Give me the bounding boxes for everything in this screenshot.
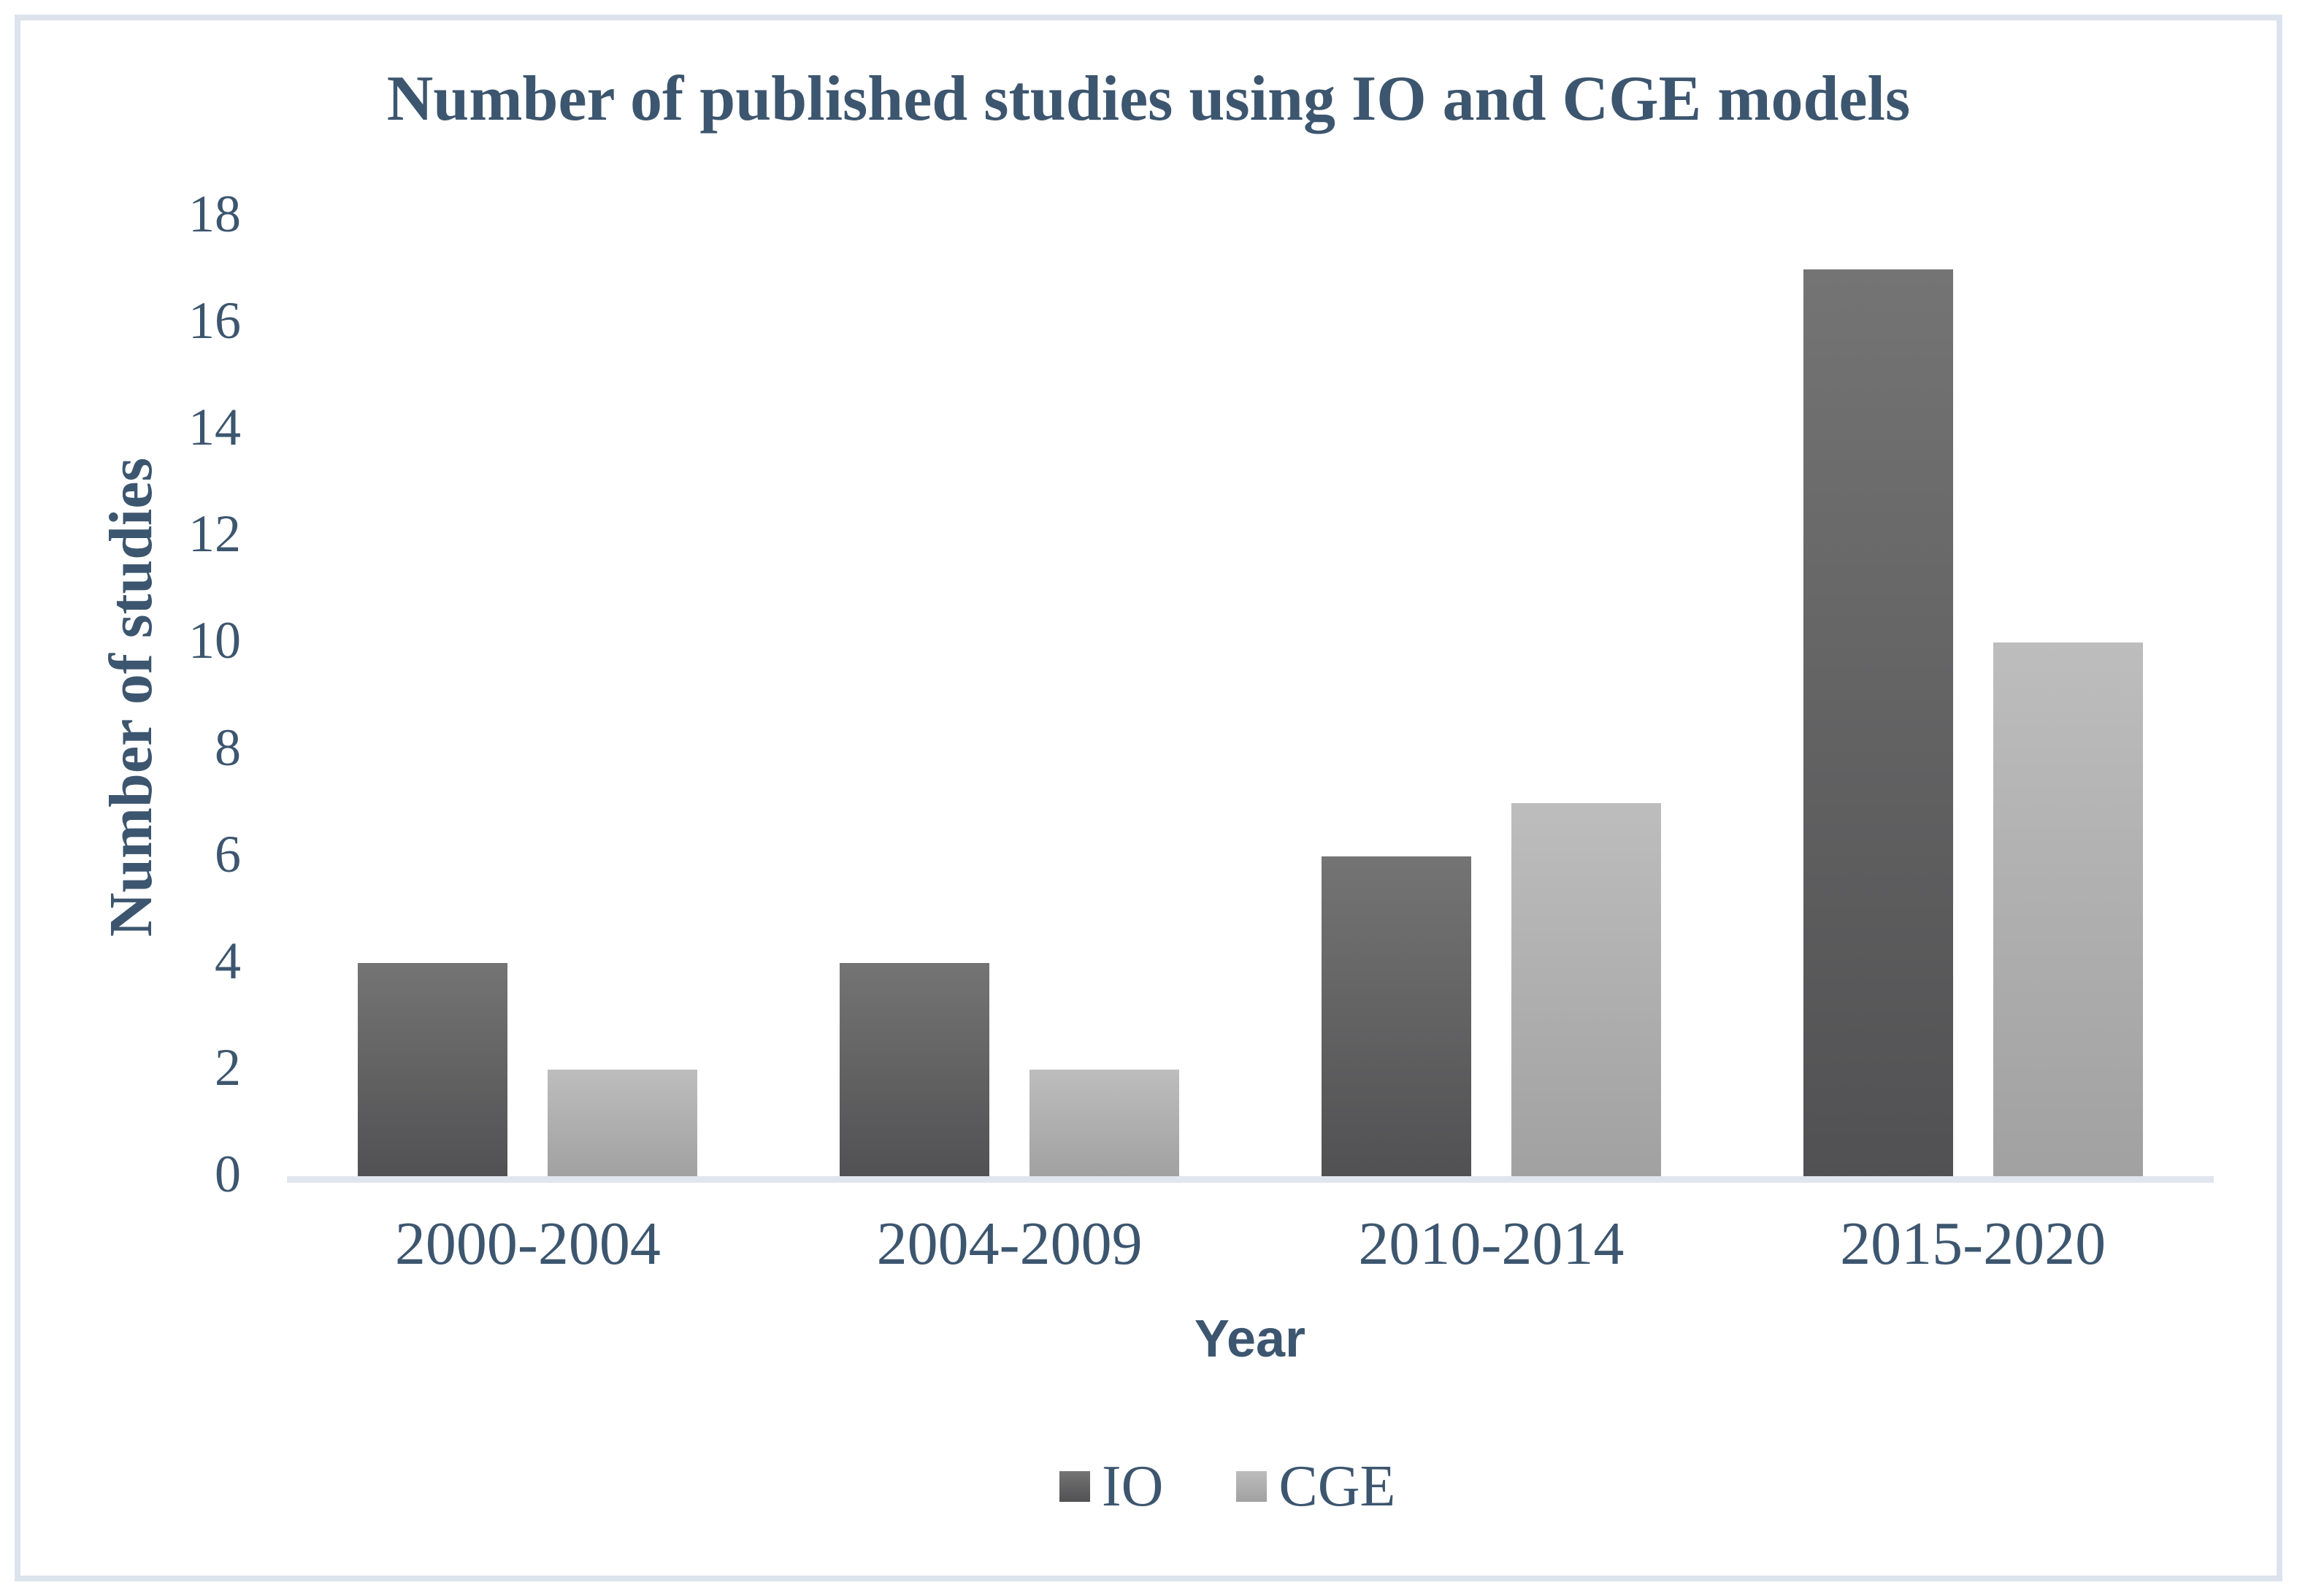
bar-io-2000-2004 — [358, 962, 508, 1176]
y-tick-label: 10 — [188, 611, 241, 670]
bar-io-2010-2014 — [1321, 856, 1471, 1176]
x-axis-title: Year — [1194, 1310, 1306, 1368]
y-tick-label: 0 — [215, 1145, 241, 1204]
bar-cge-2010-2014 — [1511, 802, 1661, 1176]
legend-label-io: IO — [1102, 1454, 1164, 1519]
y-tick-label: 12 — [188, 504, 241, 564]
x-category-label: 2010-2014 — [1358, 1210, 1625, 1278]
legend-swatch-io — [1059, 1471, 1090, 1502]
legend-item-io: IO — [1059, 1457, 1163, 1516]
x-category-label: 2000-2004 — [394, 1210, 661, 1278]
bar-cge-2000-2004 — [548, 1069, 698, 1176]
legend-swatch-cge — [1236, 1471, 1268, 1502]
legend-label-cge: CGE — [1278, 1454, 1396, 1519]
legend: IO CGE — [1059, 1457, 1395, 1516]
bar-cge-2004-2009 — [1029, 1069, 1180, 1176]
x-category-label: 2004-2009 — [876, 1210, 1143, 1278]
y-tick-label: 16 — [188, 291, 241, 350]
y-tick-label: 6 — [215, 824, 241, 883]
x-axis-line — [287, 1176, 2214, 1183]
y-tick-label: 8 — [215, 718, 241, 777]
y-tick-label: 4 — [215, 931, 241, 990]
chart-title: Number of published studies using IO and… — [386, 64, 1911, 134]
legend-item-cge: CGE — [1236, 1457, 1395, 1516]
bar-cge-2015-2020 — [1993, 642, 2143, 1176]
bar-io-2015-2020 — [1803, 269, 1953, 1176]
y-tick-label: 14 — [188, 398, 241, 457]
bar-io-2004-2009 — [840, 962, 990, 1176]
y-tick-label: 18 — [188, 185, 241, 244]
x-category-label: 2015-2020 — [1840, 1210, 2106, 1278]
y-tick-label: 2 — [215, 1037, 241, 1097]
